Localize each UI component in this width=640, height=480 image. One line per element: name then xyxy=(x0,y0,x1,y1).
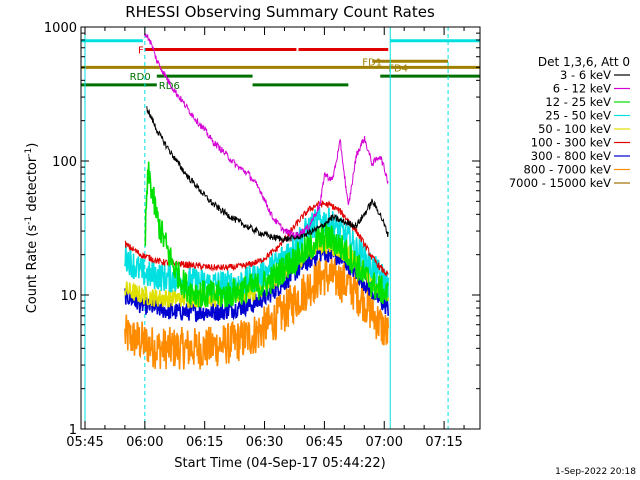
x-tick-label: 05:45 xyxy=(66,435,103,450)
y-axis-label-mid: detector xyxy=(25,156,40,216)
y-axis-label-sup2: -1 xyxy=(24,148,34,157)
flags-layer: F FD1 FD4 RD0 RD6 xyxy=(81,39,480,92)
series-line xyxy=(144,33,389,239)
flag-label: FD4 xyxy=(388,63,408,74)
x-tick-label: 07:15 xyxy=(425,435,462,450)
x-tick-label: 06:15 xyxy=(186,435,223,450)
axes xyxy=(80,26,481,430)
x-tick-label: 06:00 xyxy=(126,435,163,450)
y-axis-label: Count Rate (s-1 detector-1) xyxy=(24,143,40,314)
x-tick-label: 06:45 xyxy=(306,435,343,450)
y-tick-label: 100 xyxy=(52,155,77,170)
legend-entry: 25 - 50 keV xyxy=(545,109,611,123)
y-axis-label-main: Count Rate (s xyxy=(25,225,40,314)
series-line xyxy=(124,244,389,323)
legend-entry: 800 - 7000 keV xyxy=(523,163,611,177)
series-layer xyxy=(124,33,389,370)
legend-entry: 6 - 12 keV xyxy=(553,82,611,96)
legend-header: Det 1,3,6, Att 0 xyxy=(538,55,630,69)
timestamp: 1-Sep-2022 20:18 xyxy=(555,467,636,477)
chart-title: RHESSI Observing Summary Count Rates xyxy=(125,3,435,21)
tick-labels: 1 10 100 1000 05:45 06:00 06:15 06:30 06:45 07:00… xyxy=(44,21,463,450)
y-axis-label-end: ) xyxy=(25,143,40,148)
x-tick-label: 07:00 xyxy=(366,435,403,450)
legend-entry: 300 - 800 keV xyxy=(531,149,611,163)
series-line xyxy=(144,161,389,308)
plot-frame xyxy=(80,26,481,430)
flag-label: RD0 xyxy=(130,72,151,83)
legend-entry: 7000 - 15000 keV xyxy=(509,176,611,190)
flag-label: RD6 xyxy=(159,81,180,92)
legend-entry: 100 - 300 keV xyxy=(531,136,611,150)
attenuator-lines xyxy=(84,27,449,429)
flag-label: F xyxy=(138,45,144,56)
y-tick-label: 10 xyxy=(60,289,77,304)
series-line xyxy=(146,106,389,243)
y-axis-label-sup1: -1 xyxy=(24,216,34,225)
series-line xyxy=(124,257,389,370)
x-axis-label: Start Time (04-Sep-17 05:44:22) xyxy=(174,456,385,471)
legend-entry: 3 - 6 keV xyxy=(560,68,611,82)
y-tick-label: 1000 xyxy=(44,21,77,36)
y-tick-label: 1 xyxy=(69,423,77,438)
flag-label: FD1 xyxy=(362,57,382,68)
legend-entry: 12 - 25 keV xyxy=(545,95,611,109)
x-tick-label: 06:30 xyxy=(246,435,283,450)
legend-entry: 50 - 100 keV xyxy=(538,122,611,136)
